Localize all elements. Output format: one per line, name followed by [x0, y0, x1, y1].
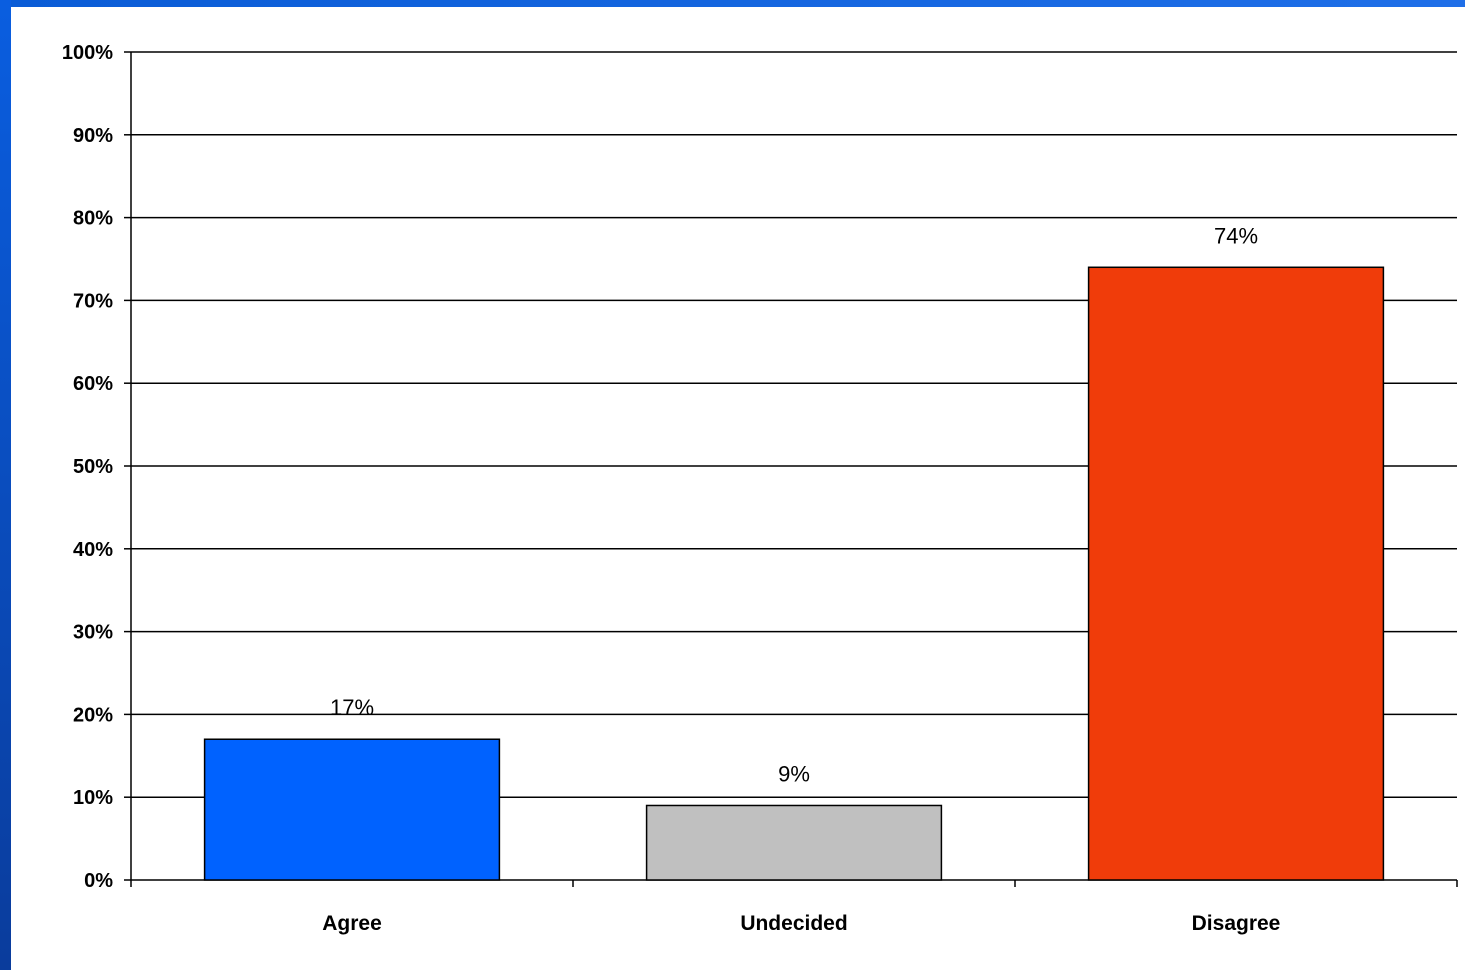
slide-frame-left — [0, 0, 11, 970]
y-tick-label: 40% — [73, 539, 113, 561]
y-tick-label: 50% — [73, 456, 113, 478]
data-label: 17% — [330, 695, 374, 720]
x-category-label: Disagree — [1192, 912, 1281, 935]
y-tick-label: 20% — [73, 704, 113, 726]
y-tick-label: 0% — [84, 870, 113, 892]
y-tick-label: 90% — [73, 125, 113, 147]
bar-agree — [203, 738, 501, 881]
bar-disagree — [1087, 266, 1385, 881]
y-tick-label: 10% — [73, 787, 113, 809]
data-label: 9% — [778, 761, 810, 786]
y-tick-label: 100% — [62, 42, 113, 64]
y-tick-label: 70% — [73, 290, 113, 312]
x-category-label: Agree — [322, 912, 382, 935]
data-label: 74% — [1214, 223, 1258, 248]
bar-undecided — [645, 804, 943, 881]
bars — [203, 266, 1385, 881]
x-category-label: Undecided — [740, 912, 847, 935]
y-tick-label: 30% — [73, 622, 113, 644]
slide-frame-top — [0, 0, 1465, 7]
y-tick-label: 80% — [73, 208, 113, 230]
y-tick-label: 60% — [73, 373, 113, 395]
labels: 0% 10% 20% 30% 40% 50% 60% 70% 80% 90% 100% 17% Agre… — [62, 42, 1281, 935]
